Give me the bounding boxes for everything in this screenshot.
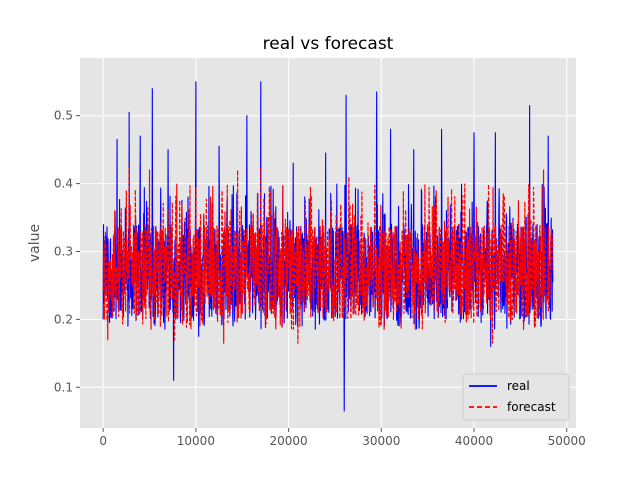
legend-forecast-label: forecast (507, 400, 556, 414)
x-tick-label: 0 (99, 434, 107, 448)
x-tick-label: 40000 (455, 434, 493, 448)
y-tick-label: 0.1 (54, 380, 73, 394)
y-axis-ticks: 0.1 0.2 0.3 0.4 0.5 (54, 109, 80, 394)
legend-real-label: real (507, 379, 530, 393)
legend: real forecast (462, 373, 570, 421)
x-tick-label: 50000 (548, 434, 586, 448)
x-tick-label: 20000 (270, 434, 308, 448)
series-forecast (102, 166, 554, 344)
chart-title: real vs forecast (263, 34, 394, 54)
y-tick-label: 0.3 (54, 244, 73, 258)
series-line-forecast (102, 166, 554, 344)
x-tick-label: 30000 (362, 434, 400, 448)
x-tick-label: 10000 (177, 434, 215, 448)
x-axis-ticks: 0 10000 20000 30000 40000 50000 (99, 428, 586, 448)
y-tick-label: 0.2 (54, 312, 73, 326)
y-tick-label: 0.5 (54, 109, 73, 123)
y-tick-label: 0.4 (54, 177, 73, 191)
y-axis-label: value (27, 224, 43, 262)
